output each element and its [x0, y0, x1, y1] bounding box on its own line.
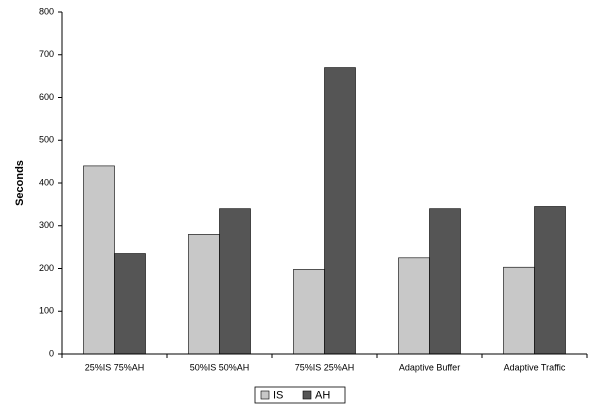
bar	[219, 208, 251, 355]
bar	[503, 266, 535, 355]
x-tick-label: Adaptive Buffer	[399, 362, 460, 372]
legend-label: AH	[315, 389, 330, 401]
bar	[398, 257, 430, 355]
bar	[293, 269, 325, 355]
bar	[83, 165, 115, 355]
x-tick-label: 75%IS 25%AH	[295, 362, 355, 372]
bar	[429, 208, 461, 355]
bar	[534, 206, 566, 355]
bar	[188, 234, 220, 355]
x-tick-label: Adaptive Traffic	[504, 362, 566, 372]
y-axis-label: Seconds	[14, 160, 26, 206]
y-tick-label: 200	[39, 263, 54, 273]
legend-swatch	[302, 390, 312, 400]
y-tick-label: 300	[39, 220, 54, 230]
y-tick-label: 400	[39, 177, 54, 187]
bar	[324, 67, 356, 355]
y-tick-label: 700	[39, 49, 54, 59]
legend-label: IS	[273, 389, 283, 401]
y-tick-label: 500	[39, 135, 54, 145]
y-tick-label: 600	[39, 92, 54, 102]
legend-swatch	[260, 390, 270, 400]
legend-box	[254, 386, 346, 404]
x-tick-label: 50%IS 50%AH	[190, 362, 250, 372]
y-tick-label: 100	[39, 306, 54, 316]
x-tick-label: 25%IS 75%AH	[85, 362, 145, 372]
bar	[114, 253, 146, 355]
y-tick-label: 800	[39, 6, 54, 16]
y-tick-label: 0	[49, 348, 54, 358]
